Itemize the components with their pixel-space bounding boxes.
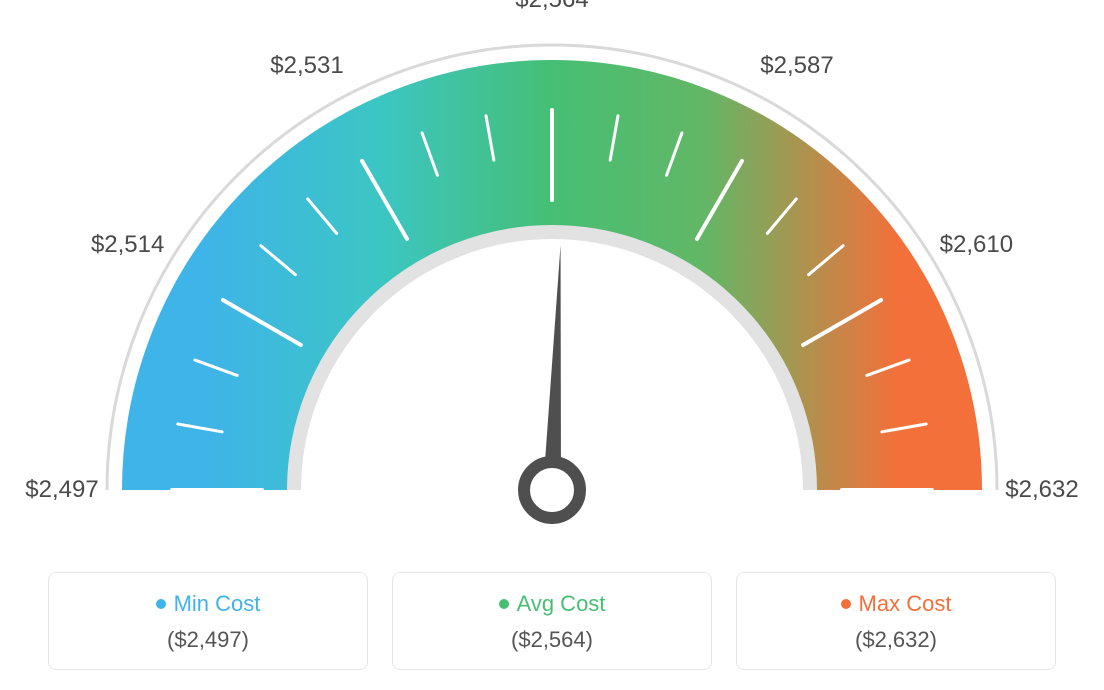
legend-dot-avg <box>499 599 509 609</box>
legend-title-min: Min Cost <box>156 591 261 617</box>
gauge-tick-label: $2,514 <box>91 231 164 259</box>
legend-box-max: Max Cost ($2,632) <box>736 572 1056 670</box>
legend-dot-min <box>156 599 166 609</box>
gauge-tick-label: $2,497 <box>25 476 98 504</box>
legend-title-text-min: Min Cost <box>174 591 261 617</box>
gauge-tick-label: $2,564 <box>515 0 588 14</box>
gauge-area: $2,497 $2,514 $2,531 $2,564 $2,587 $2,610 $2,6… <box>0 0 1104 540</box>
legend-title-avg: Avg Cost <box>499 591 606 617</box>
gauge-tick-label: $2,531 <box>270 52 343 80</box>
legend-box-min: Min Cost ($2,497) <box>48 572 368 670</box>
legend-value-max: ($2,632) <box>749 627 1043 653</box>
cost-gauge-chart: $2,497 $2,514 $2,531 $2,564 $2,587 $2,610 $2,6… <box>0 0 1104 690</box>
legend-value-avg: ($2,564) <box>405 627 699 653</box>
gauge-tick-label: $2,587 <box>760 52 833 80</box>
legend-dot-max <box>841 599 851 609</box>
legend-title-max: Max Cost <box>841 591 952 617</box>
legend-title-text-avg: Avg Cost <box>517 591 606 617</box>
gauge-tick-label: $2,632 <box>1005 476 1078 504</box>
legend-row: Min Cost ($2,497) Avg Cost ($2,564) Max … <box>0 572 1104 670</box>
legend-title-text-max: Max Cost <box>859 591 952 617</box>
gauge-svg <box>0 0 1104 540</box>
legend-value-min: ($2,497) <box>61 627 355 653</box>
legend-box-avg: Avg Cost ($2,564) <box>392 572 712 670</box>
gauge-tick-label: $2,610 <box>940 231 1013 259</box>
